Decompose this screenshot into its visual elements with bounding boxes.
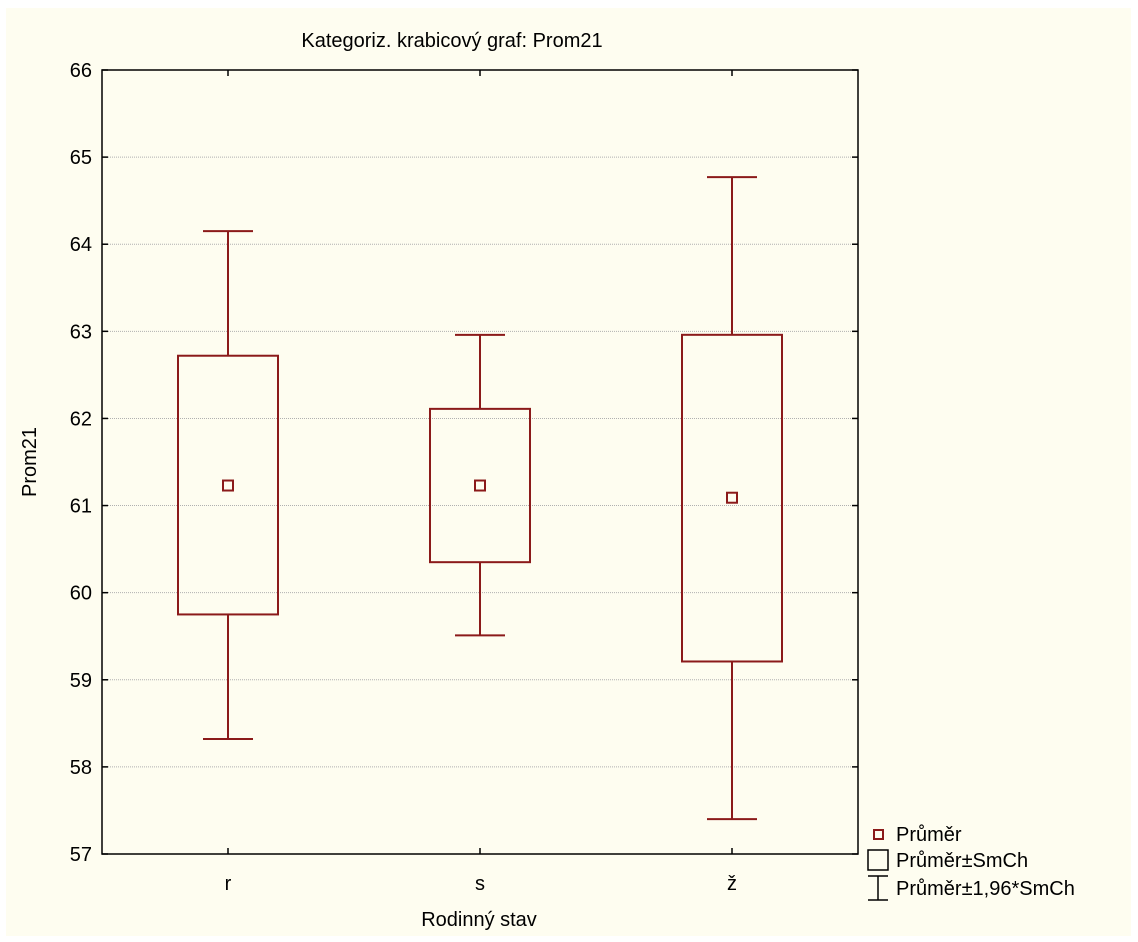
box-plot-chart: Kategoriz. krabicový graf: Prom21 57 58 59… (19, 30, 1075, 931)
box-group-ž (681, 176, 783, 821)
chart-canvas: Kategoriz. krabicový graf: Prom21 57 58 59… (6, 8, 1131, 936)
x-tick-label: r (225, 873, 232, 895)
y-tick-label: 61 (70, 496, 92, 518)
box-group-r (177, 230, 279, 741)
legend-item: Průměr±SmCh (867, 849, 1028, 872)
mean-marker (726, 491, 738, 504)
box-group-s (429, 333, 531, 637)
y-tick-label: 58 (70, 757, 92, 779)
legend-item: Průměr±1,96*SmCh (868, 875, 1075, 901)
legend-mean-symbol (873, 829, 884, 840)
x-tick-label: ž (727, 873, 737, 895)
legend: Průměr Průměr±SmCh Průměr±1,96*SmCh (867, 824, 1075, 901)
y-tick-label: 57 (70, 844, 92, 866)
y-tick-label: 62 (70, 408, 92, 430)
plot-area-frame (101, 69, 859, 855)
y-tick-label: 66 (70, 60, 92, 82)
y-axis-label: Prom21 (19, 427, 41, 497)
legend-box-symbol (867, 849, 889, 871)
chart-title: Kategoriz. krabicový graf: Prom21 (301, 30, 602, 52)
y-tick-label: 59 (70, 670, 92, 692)
legend-item: Průměr (873, 824, 962, 846)
mean-marker (474, 479, 486, 492)
box (429, 407, 531, 564)
grid-lines (102, 156, 858, 768)
legend-label: Průměr±SmCh (896, 850, 1028, 872)
x-tick-label: s (475, 873, 485, 895)
axis-ticks: 57 58 59 60 61 62 63 64 65 66 r s ž (70, 60, 858, 895)
y-tick-label: 65 (70, 147, 92, 169)
legend-label: Průměr (896, 824, 962, 846)
x-axis-label: Rodinný stav (421, 909, 537, 931)
box-marks (177, 176, 783, 821)
legend-label: Průměr±1,96*SmCh (896, 878, 1075, 900)
mean-marker (222, 479, 234, 492)
y-tick-label: 64 (70, 234, 92, 256)
y-tick-label: 63 (70, 321, 92, 343)
y-tick-label: 60 (70, 583, 92, 605)
box (177, 354, 279, 616)
box (681, 333, 783, 663)
